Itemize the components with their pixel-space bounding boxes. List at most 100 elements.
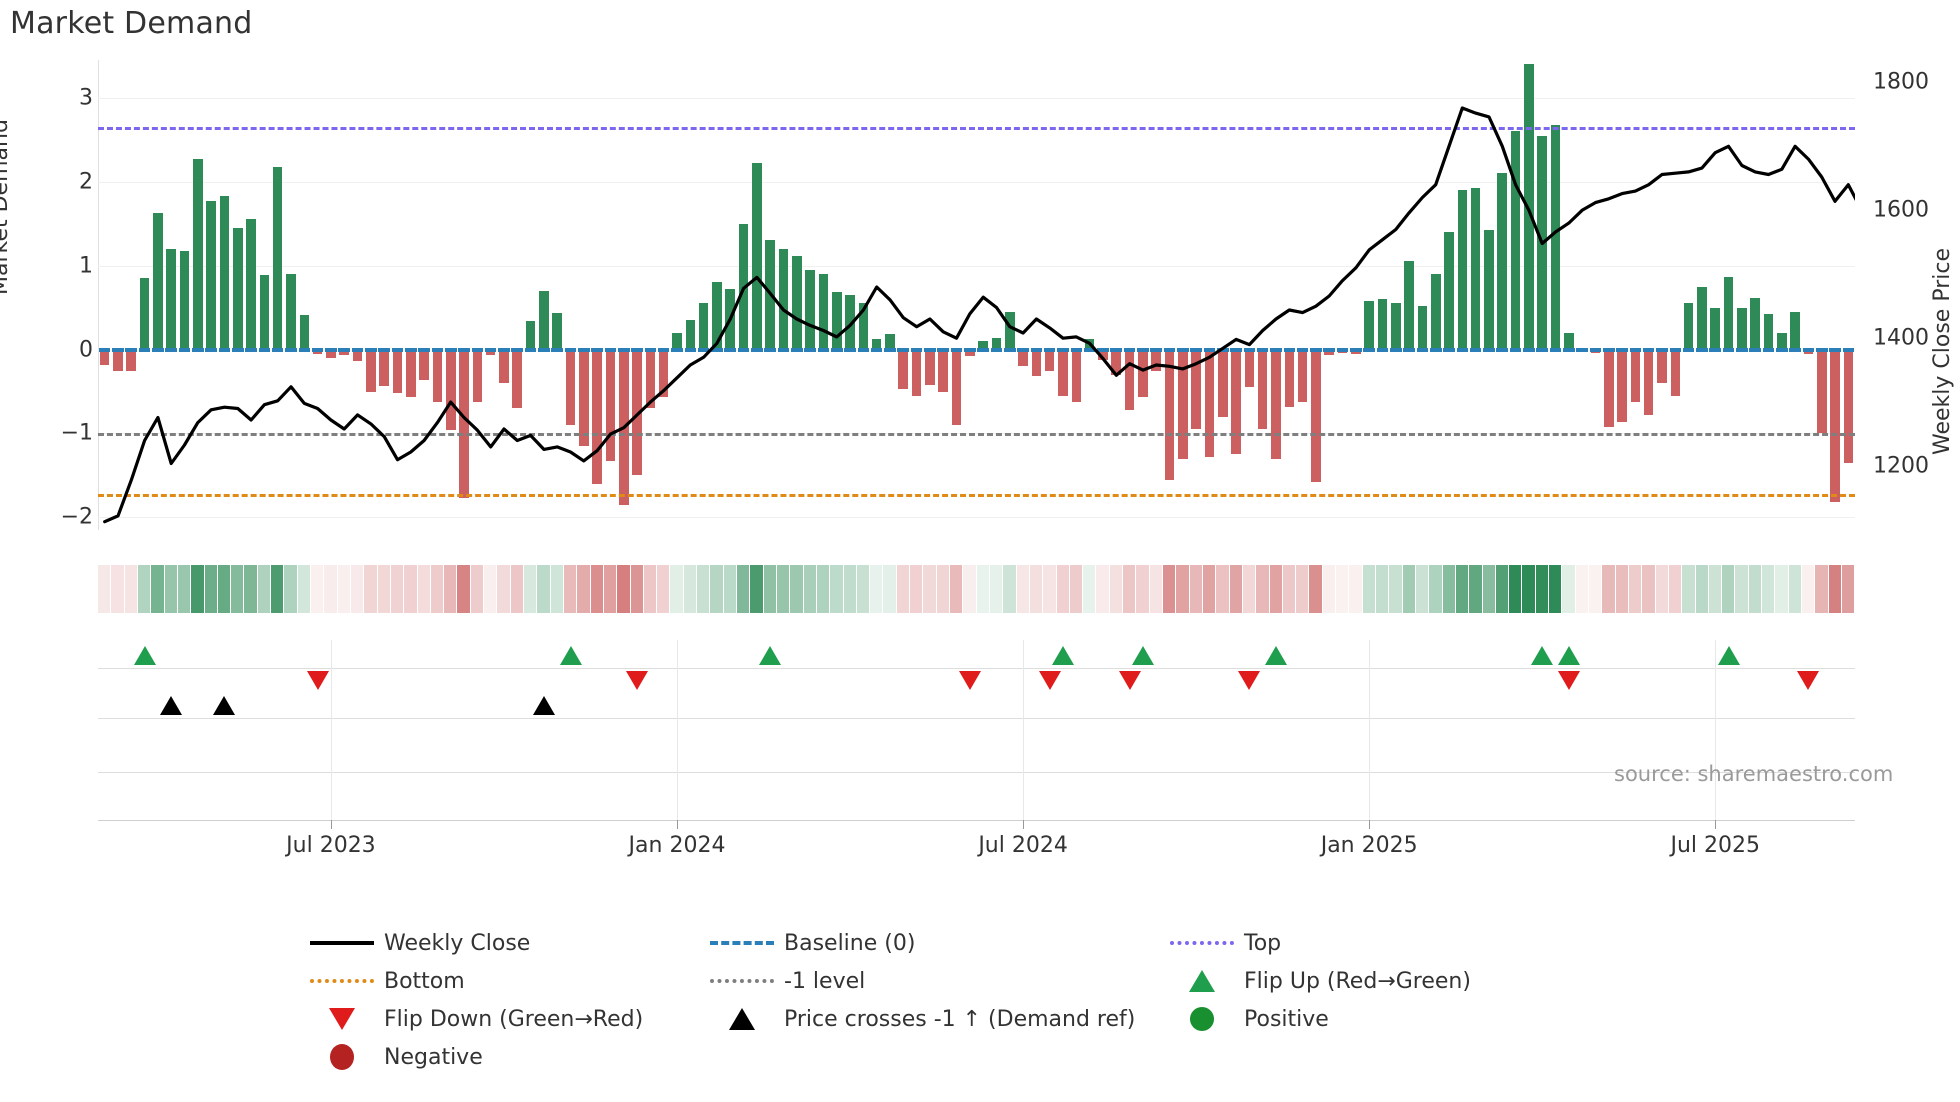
demand-bar: [1697, 287, 1707, 350]
legend-label: Flip Down (Green→Red): [384, 1006, 644, 1032]
price-cross-marker-row: [98, 696, 1855, 719]
heatmap-cell: [1482, 565, 1495, 613]
dashed-blue-line-icon: [700, 941, 784, 945]
baseline-cap: [1070, 347, 1083, 352]
demand-bar: [938, 349, 948, 392]
baseline-cap: [870, 347, 883, 352]
baseline-cap: [431, 347, 444, 352]
baseline-cap: [1123, 347, 1136, 352]
demand-bar: [858, 303, 869, 350]
demand-bar: [1271, 349, 1281, 459]
baseline-cap: [897, 347, 910, 352]
demand-bar: [113, 349, 123, 372]
baseline-cap: [298, 347, 311, 352]
heatmap-cell: [324, 565, 337, 613]
heatmap-cell: [417, 565, 430, 613]
heatmap-cell: [1056, 565, 1069, 613]
demand-bar: [1510, 131, 1521, 350]
flip-down-triangle-icon: [958, 671, 981, 690]
flip-marker-row: [98, 646, 1855, 690]
legend-item-negative[interactable]: Negative: [300, 1042, 700, 1072]
heatmap-cell: [670, 565, 683, 613]
flip-up-triangle-icon: [133, 646, 156, 665]
baseline-cap: [1629, 347, 1642, 352]
demand-bar: [166, 248, 176, 350]
heatmap-cell: [1708, 565, 1722, 613]
legend-label: Bottom: [384, 968, 465, 994]
baseline-cap: [1296, 347, 1309, 352]
heatmap-cell: [843, 565, 856, 613]
heatmap-cell: [1735, 565, 1748, 613]
heatmap-cell: [217, 565, 231, 613]
x-tick-label: Jan 2024: [628, 833, 726, 858]
flip-down-triangle-icon: [1557, 671, 1580, 690]
baseline-cap: [1789, 347, 1801, 352]
baseline-cap: [138, 347, 151, 352]
demand-bar: [1217, 349, 1228, 417]
heatmap-cell: [1336, 565, 1349, 613]
legend-item-positive[interactable]: Positive: [1160, 1004, 1580, 1034]
heatmap-cell: [1176, 565, 1189, 613]
x-tick: [1715, 820, 1717, 829]
bottom-reference-line: [98, 493, 1855, 497]
heatmap-cell: [1695, 565, 1708, 613]
demand-bar: [392, 349, 403, 394]
heatmap-cell: [1469, 565, 1482, 613]
baseline-cap: [1243, 347, 1256, 352]
baseline-cap: [405, 347, 417, 352]
heatmap-cell: [1069, 565, 1083, 613]
demand-bar: [1178, 349, 1188, 459]
legend-item-price-cross[interactable]: Price crosses -1 ↑ (Demand ref): [700, 1004, 1160, 1034]
legend-item-bottom[interactable]: Bottom: [300, 966, 700, 996]
baseline-cap: [1523, 347, 1535, 352]
baseline-cap: [791, 347, 803, 352]
legend-item-minus1-level[interactable]: -1 level: [700, 966, 1160, 996]
baseline-cap: [471, 347, 484, 352]
baseline-cap: [258, 347, 271, 352]
heatmap-cell: [1029, 565, 1043, 613]
legend-item-flip-up[interactable]: Flip Up (Red→Green): [1160, 966, 1580, 996]
demand-bar: [1390, 303, 1401, 350]
baseline-cap: [1509, 347, 1522, 352]
demand-bar: [406, 349, 416, 397]
demand-bar: [1830, 349, 1840, 503]
heatmap-cell: [1615, 565, 1628, 613]
heatmap-cell: [231, 565, 244, 613]
heatmap-cell: [750, 565, 763, 613]
heatmap-cell: [910, 565, 923, 613]
x-axis-spine: [98, 820, 1855, 821]
legend-item-flip-down[interactable]: Flip Down (Green→Red): [300, 1004, 700, 1034]
demand-bar: [1018, 349, 1028, 367]
demand-bar: [871, 339, 882, 350]
heatmap-cell: [1389, 565, 1402, 613]
heatmap-cell: [364, 565, 377, 613]
demand-bar: [1031, 349, 1042, 377]
legend-item-weekly-close[interactable]: Weekly Close: [300, 928, 700, 958]
baseline-cap: [538, 347, 550, 352]
baseline-cap: [1030, 347, 1043, 352]
demand-bar: [445, 349, 456, 431]
legend-item-top[interactable]: Top: [1160, 928, 1580, 958]
demand-bar: [1351, 349, 1361, 354]
demand-bar: [339, 349, 350, 356]
baseline-cap: [1775, 347, 1788, 352]
baseline-cap: [1496, 347, 1509, 352]
demand-bar: [898, 349, 909, 389]
heatmap-cell: [164, 565, 177, 613]
demand-bar: [925, 349, 935, 385]
flip-down-triangle-icon: [1118, 671, 1141, 690]
baseline-cap: [524, 347, 537, 352]
baseline-cap: [1443, 347, 1455, 352]
baseline-cap: [564, 347, 577, 352]
y-tick-label-right: 1800: [1873, 69, 1929, 95]
baseline-cap: [444, 347, 457, 352]
heatmap-cell: [963, 565, 976, 613]
baseline-cap: [977, 347, 989, 352]
baseline-cap: [511, 347, 524, 352]
baseline-cap: [1350, 347, 1362, 352]
demand-bar: [831, 292, 842, 350]
baseline-cap: [325, 347, 337, 352]
legend-item-baseline[interactable]: Baseline (0): [700, 928, 1160, 958]
heatmap-cell: [1841, 565, 1855, 613]
baseline-cap: [684, 347, 697, 352]
